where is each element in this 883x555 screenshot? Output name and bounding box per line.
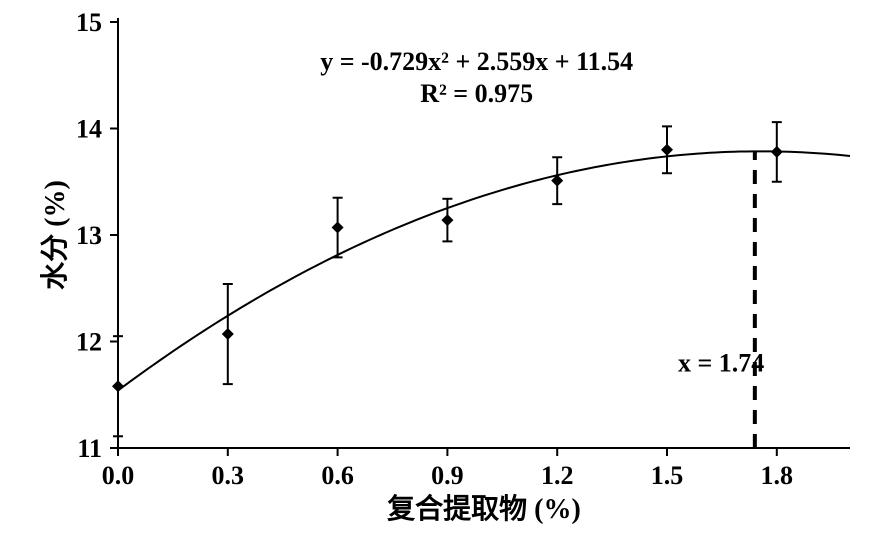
equation-line-2: R² = 0.975 (420, 79, 533, 108)
x-tick-label: 0.6 (321, 461, 354, 490)
x-tick-label: 1.8 (761, 461, 794, 490)
y-tick-label: 12 (76, 328, 102, 357)
y-tick-label: 11 (77, 434, 102, 463)
x-tick-label: 1.5 (651, 461, 684, 490)
y-tick-label: 13 (76, 221, 102, 250)
x-tick-label: 1.2 (541, 461, 574, 490)
vertex-marker-label: x = 1.74 (678, 348, 764, 377)
y-tick-label: 15 (76, 8, 102, 37)
x-tick-label: 0.3 (212, 461, 245, 490)
chart-container: 0.0 0.3 0.6 0.9 1.2 1.5 1.8 11 12 13 14 15 复合提取物 (%)… (0, 0, 883, 555)
moisture-chart: 0.0 0.3 0.6 0.9 1.2 1.5 1.8 11 12 13 14 15 复合提取物 (%)… (0, 0, 883, 555)
x-tick-label: 0.0 (102, 461, 135, 490)
y-axis-label: 水分 (%) (39, 180, 71, 290)
equation-line-1: y = -0.729x² + 2.559x + 11.54 (320, 47, 633, 76)
x-axis-label: 复合提取物 (%) (387, 492, 581, 525)
x-tick-label: 0.9 (431, 461, 464, 490)
y-tick-label: 14 (76, 115, 102, 144)
